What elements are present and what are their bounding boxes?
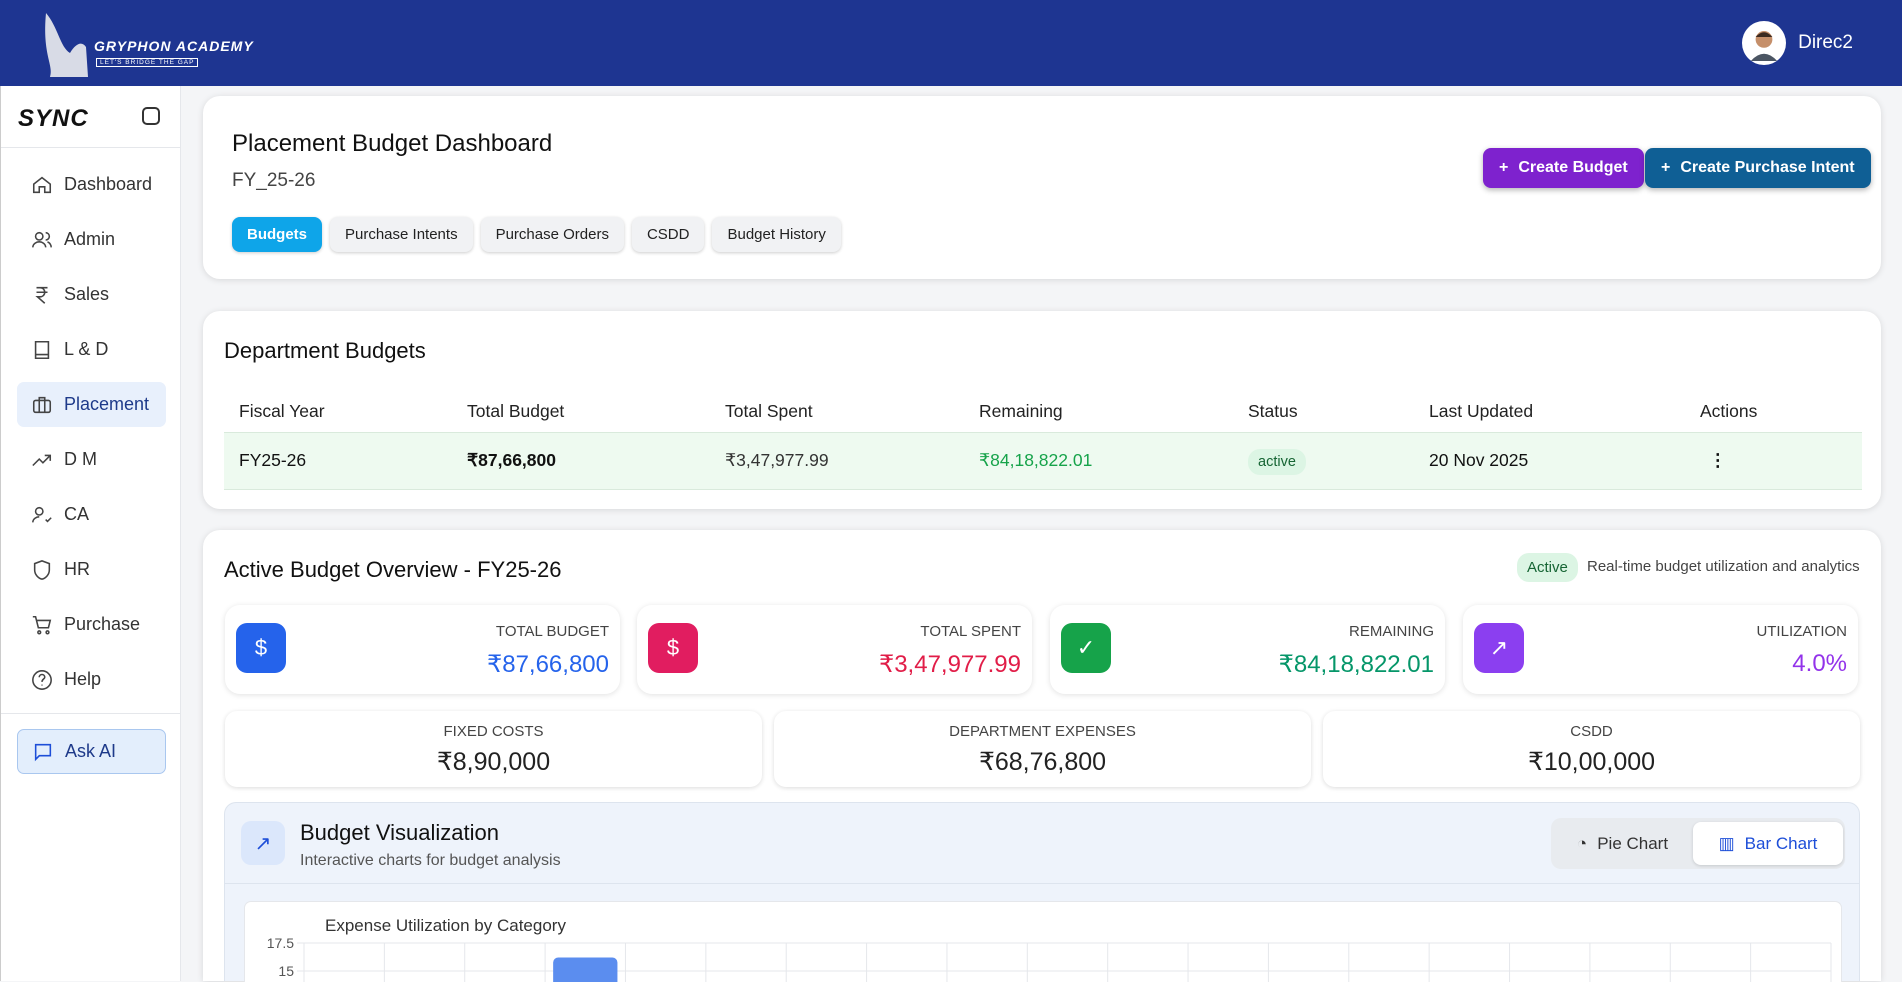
tab-budget-history[interactable]: Budget History (712, 217, 841, 252)
column-header: Actions (1700, 400, 1758, 421)
viz-title: Budget Visualization (300, 820, 499, 845)
tab-bar: Budgets Purchase Intents Purchase Orders… (232, 217, 841, 252)
sidebar-item-purchase[interactable]: Purchase (17, 602, 166, 647)
sidebar-item-ca[interactable]: CA (17, 492, 166, 537)
user-check-icon (32, 506, 52, 523)
stat-total-spent: $ TOTAL SPENT ₹3,47,977.99 (637, 605, 1032, 694)
overview-subtitle: Real-time budget utilization and analyti… (1587, 558, 1860, 575)
table-row[interactable]: FY25-26 ₹87,66,800 ₹3,47,977.99 ₹84,18,8… (224, 431, 1862, 490)
username: Direc2 (1798, 32, 1853, 53)
rupee-icon (35, 286, 48, 304)
dollar-icon: $ (648, 623, 698, 673)
stat-total-budget: $ TOTAL BUDGET ₹87,66,800 (225, 605, 620, 694)
dollar-icon: $ (236, 623, 286, 673)
fixed-costs-card: FIXED COSTS ₹8,90,000 (225, 711, 762, 787)
page-title: Placement Budget Dashboard (232, 130, 553, 157)
create-purchase-intent-button[interactable]: + Create Purchase Intent (1645, 148, 1871, 188)
stat-utilization: ↗ UTILIZATION 4.0% (1463, 605, 1858, 694)
sidebar-item-d-m[interactable]: D M (17, 437, 166, 482)
y-tick-label: 15 (278, 963, 294, 979)
column-header: Total Budget (467, 400, 565, 421)
department-budgets-card: Department Budgets Fiscal Year Total Bud… (203, 311, 1881, 509)
column-header: Total Spent (725, 400, 813, 421)
shield-icon (33, 559, 51, 580)
cell-fiscal-year: FY25-26 (224, 431, 452, 490)
trending-up-icon (32, 454, 52, 466)
tab-csdd[interactable]: CSDD (631, 217, 705, 252)
cell-total-budget: ₹87,66,800 (452, 431, 710, 490)
bar-chart: Expense Utilization by Category 17.5 15 (267, 916, 1832, 982)
sidebar-item-admin[interactable]: Admin (17, 217, 166, 262)
budget-visualization: ↗ Budget Visualization Interactive chart… (224, 802, 1860, 982)
sidebar-item-dashboard[interactable]: Dashboard (17, 162, 166, 207)
gryphon-academy-logo (45, 13, 88, 77)
plus-icon: + (1499, 159, 1509, 176)
cell-total-spent: ₹3,47,977.99 (710, 431, 964, 490)
pie-chart-button[interactable]: ◔ Pie Chart (1576, 833, 1669, 853)
department-expenses-card: DEPARTMENT EXPENSES ₹68,76,800 (774, 711, 1311, 787)
users-icon (32, 231, 52, 247)
cell-last-updated: 20 Nov 2025 (1414, 431, 1685, 490)
create-budget-button[interactable]: + Create Budget (1483, 148, 1644, 188)
brand-tagline: LET'S BRIDGE THE GAP (96, 58, 199, 67)
sidebar-item-sales[interactable]: Sales (17, 272, 166, 317)
tab-budgets[interactable]: Budgets (232, 217, 322, 252)
bar[interactable] (553, 957, 618, 982)
ask-ai-button[interactable]: Ask AI (17, 729, 166, 774)
viz-subtitle: Interactive charts for budget analysis (300, 852, 561, 869)
chart-container: Expense Utilization by Category 17.5 15 (244, 901, 1842, 982)
collapse-sidebar-icon[interactable] (142, 107, 160, 125)
section-title: Department Budgets (224, 338, 426, 363)
sidebar-item-hr[interactable]: HR (17, 547, 166, 592)
tab-purchase-orders[interactable]: Purchase Orders (480, 217, 624, 252)
pie-chart-icon: ◔ (1576, 833, 1588, 853)
sidebar: SYNC Dashboard Admin Sales L & D Placement D … (0, 86, 181, 981)
sidebar-item-help[interactable]: Help (17, 657, 166, 702)
home-icon (32, 176, 52, 193)
header-card: Placement Budget Dashboard FY_25-26 Budg… (203, 96, 1881, 279)
tab-purchase-intents[interactable]: Purchase Intents (330, 217, 473, 252)
chart-line-icon: ↗ (1474, 623, 1524, 673)
book-icon (34, 340, 50, 359)
sidebar-item-placement[interactable]: Placement (17, 382, 166, 427)
plus-icon: + (1661, 159, 1671, 176)
budget-overview-card: Active Budget Overview - FY25-26 Active … (203, 530, 1881, 982)
sync-logo: SYNC (18, 105, 89, 132)
chart-type-toggle: ◔ Pie Chart ▥ Bar Chart (1551, 818, 1845, 869)
avatar (1742, 21, 1787, 65)
y-tick-label: 17.5 (267, 935, 294, 951)
chart-title: Expense Utilization by Category (325, 916, 566, 935)
cell-remaining: ₹84,18,822.01 (964, 431, 1233, 490)
help-icon (32, 669, 52, 690)
budgets-table: Fiscal Year Total Budget Total Spent Rem… (224, 391, 1862, 490)
brand-name: GRYPHON ACADEMY (94, 38, 254, 54)
column-header: Remaining (979, 400, 1063, 421)
overview-title: Active Budget Overview - FY25-26 (224, 557, 562, 582)
column-header: Status (1248, 400, 1298, 421)
active-badge: Active (1517, 553, 1578, 582)
csdd-card: CSDD ₹10,00,000 (1323, 711, 1860, 787)
chat-icon (34, 743, 52, 761)
fiscal-year-label: FY_25-26 (232, 170, 316, 191)
more-actions-icon[interactable]: ⋮ (1685, 431, 1862, 490)
status-badge: active (1248, 449, 1306, 475)
column-header: Fiscal Year (239, 400, 325, 421)
cart-icon (32, 615, 52, 634)
check-circle-icon: ✓ (1061, 623, 1111, 673)
sidebar-item-l-d[interactable]: L & D (17, 327, 166, 372)
briefcase-icon (32, 396, 52, 413)
bar-chart-button[interactable]: ▥ Bar Chart (1693, 822, 1843, 865)
trending-up-icon: ↗ (241, 821, 285, 865)
bar-chart-icon: ▥ (1718, 833, 1735, 853)
top-bar: GRYPHON ACADEMY LET'S BRIDGE THE GAP Dir… (0, 0, 1902, 86)
stat-remaining: ✓ REMAINING ₹84,18,822.01 (1050, 605, 1445, 694)
user-menu[interactable]: Direc2 (1742, 21, 1853, 65)
column-header: Last Updated (1429, 400, 1534, 421)
